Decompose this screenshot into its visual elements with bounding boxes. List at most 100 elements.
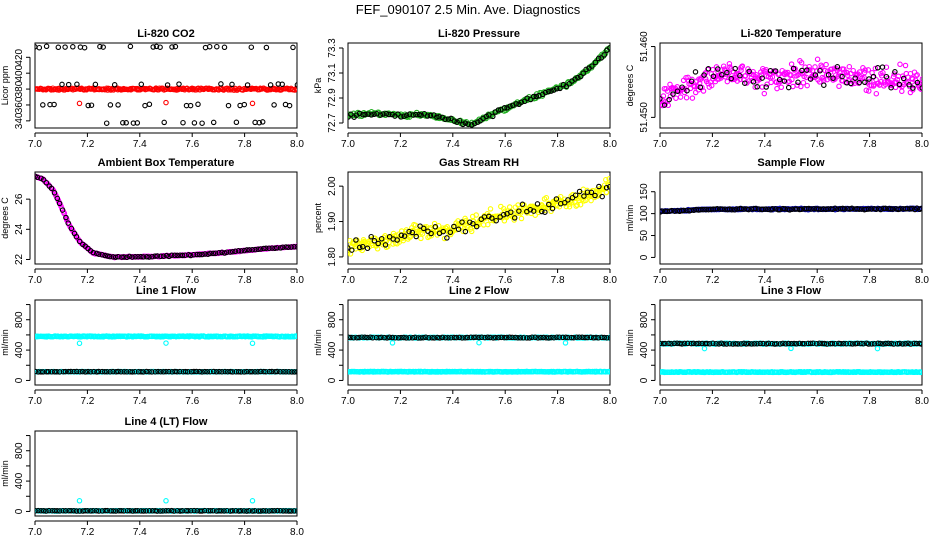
gas-stream-rh-x-tick-label: 7.4 — [446, 275, 460, 286]
line-1-black-point — [54, 369, 60, 375]
line-2-black-point — [456, 334, 463, 341]
temperature-magenta-point — [692, 89, 699, 96]
box-temperature-black-point — [132, 254, 138, 260]
box-temperature-black-point — [224, 249, 230, 255]
li-820-temperature-panel: Li-820 Temperature degrees C 7.0 7.2 7.4 7.6 7… — [625, 28, 929, 150]
line-4-black-point — [179, 508, 186, 514]
line-2-black-point — [560, 334, 566, 341]
line-1-black-point — [121, 369, 127, 375]
line-1-black-point — [207, 368, 213, 375]
line-1-black-point — [56, 369, 63, 375]
figure-title: FEF_090107 2.5 Min. Ave. Diagnostics — [356, 2, 581, 17]
temperature-black-point — [684, 87, 690, 94]
line-3-black-point — [832, 340, 838, 347]
temperature-black-point — [839, 73, 845, 80]
sample-flow-y-tick-label: 0 — [639, 254, 650, 260]
sample-flow-black-point — [815, 206, 822, 212]
temperature-black-point — [732, 65, 738, 72]
line-4-black-point — [38, 507, 44, 514]
temperature-magenta-point — [865, 67, 872, 73]
sample-flow-black-point — [762, 206, 769, 212]
co2-black-point — [191, 120, 198, 126]
line-4-black-point — [260, 507, 267, 514]
pressure-black-point — [371, 111, 377, 118]
sample-flow-black-point — [714, 206, 720, 212]
sample-flow-panel: Sample Flow ml/min 7.0 7.2 7.4 7.6 7.8 8.0 0 50 10… — [625, 157, 929, 286]
box-temperature-black-point — [138, 253, 144, 260]
rh-yellow-point — [603, 176, 609, 183]
temperature-black-point — [776, 76, 783, 83]
line-4-black-point — [99, 508, 106, 514]
line-4-black-point — [246, 508, 252, 514]
temperature-black-point — [888, 84, 894, 91]
line-4-black-point — [43, 508, 49, 514]
sample-flow-black-point — [769, 206, 776, 212]
line-1-black-point — [286, 369, 292, 375]
sample-flow-black-point — [796, 206, 803, 213]
line-4-black-point — [90, 507, 96, 514]
line-1-black-point — [249, 368, 255, 375]
line-2-black-point — [512, 334, 519, 341]
line-1-black-point — [235, 369, 242, 375]
co2-black-point — [218, 81, 224, 87]
temperature-magenta-point — [720, 63, 727, 69]
temperature-magenta-point — [822, 67, 828, 74]
co2-black-point — [123, 120, 129, 126]
line-4-black-point — [201, 507, 208, 514]
line-4-black-point — [283, 508, 289, 514]
line-1-black-point — [40, 369, 46, 375]
line-1-black-point — [277, 369, 283, 375]
line-1-black-point — [107, 369, 113, 375]
sample-flow-black-point — [887, 206, 894, 212]
gas-stream-rh-plot-frame — [347, 171, 611, 265]
box-temperature-black-point — [59, 207, 66, 213]
line-3-black-point — [668, 340, 674, 347]
li-820-pressure-y-tick-label: 72.7 — [327, 113, 338, 133]
line-3-black-point — [723, 341, 730, 347]
line-3-black-point — [816, 340, 823, 347]
line-4-black-point — [93, 507, 100, 514]
rh-yellow-point — [348, 250, 351, 256]
pressure-black-point — [442, 116, 448, 123]
co2-black-point — [199, 120, 205, 126]
temperature-black-point — [812, 72, 819, 78]
line-2-black-point — [348, 334, 354, 341]
box-temperature-black-point — [219, 249, 225, 256]
rh-black-point — [500, 211, 507, 218]
box-temperature-black-point — [171, 252, 178, 259]
line-3-flow-x-tick-label: 8.0 — [915, 396, 929, 407]
line-1-black-point — [48, 369, 55, 375]
co2-black-point — [85, 102, 91, 109]
line-1-black-point — [174, 368, 180, 375]
rh-yellow-point — [485, 221, 491, 228]
line-4-lt-flow-y-tick-label: 800 — [14, 442, 25, 459]
pressure-black-point — [360, 111, 366, 118]
line-1-black-point — [68, 368, 74, 375]
temperature-magenta-point — [689, 95, 696, 101]
line-1-black-point — [35, 368, 39, 375]
line-2-black-point — [462, 335, 468, 341]
ambient-box-temperature-plot-frame — [34, 171, 298, 265]
temperature-magenta-point — [660, 93, 667, 99]
co2-black-point — [176, 81, 182, 87]
rh-black-point — [368, 233, 374, 240]
pressure-black-point — [424, 113, 431, 119]
line-2-flow-x-tick-label: 7.2 — [393, 396, 407, 407]
pressure-black-point — [557, 85, 563, 92]
rh-black-point — [516, 208, 522, 214]
line-3-flow-ylabel: ml/min — [625, 329, 635, 356]
temperature-black-point — [666, 96, 672, 103]
temperature-black-point — [817, 67, 823, 74]
line-2-flow-x-tick-label: 7.4 — [446, 396, 460, 407]
co2-red-point — [174, 85, 180, 92]
line-2-black-point — [573, 334, 580, 340]
line-4-black-point — [177, 508, 183, 514]
line-2-black-point — [526, 335, 533, 341]
line-4-lt-flow-x-tick-label: 7.0 — [28, 527, 42, 538]
pressure-black-point — [365, 111, 372, 117]
pressure-black-point — [377, 112, 384, 118]
gas-stream-rh-points — [348, 176, 610, 257]
line-1-black-point — [227, 368, 234, 375]
sample-flow-black-point — [760, 206, 766, 213]
line-3-black-point — [799, 340, 806, 347]
